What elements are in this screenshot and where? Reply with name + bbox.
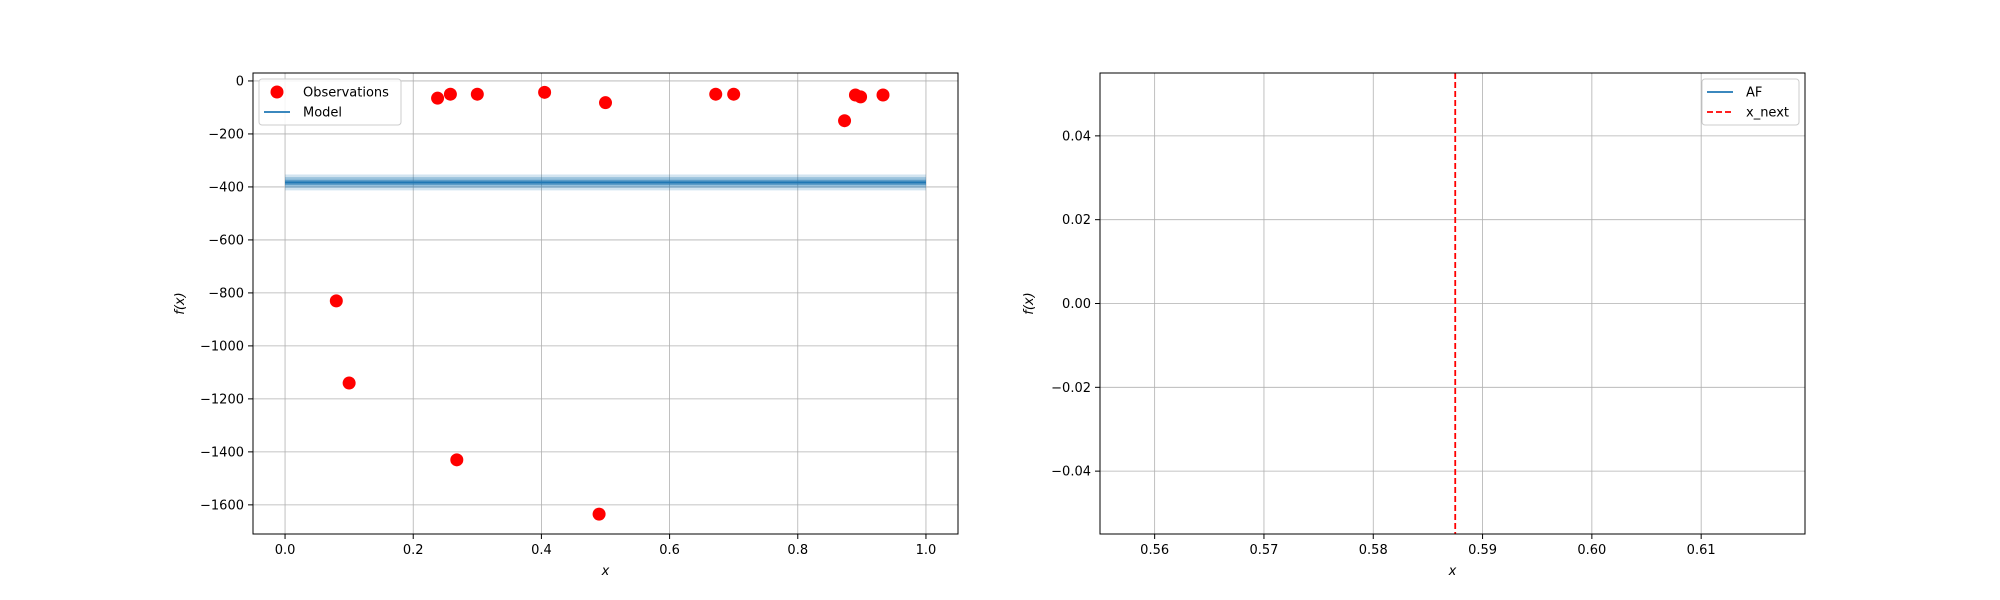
observation-point bbox=[342, 376, 356, 390]
legend-label: AF bbox=[1746, 86, 1762, 101]
observation-point bbox=[329, 294, 343, 308]
y-tick-label: 0.02 bbox=[1062, 213, 1091, 228]
y-tick-label: −1600 bbox=[200, 498, 244, 513]
chart-2: 0.56 0.57 0.58 0.59 0.60 0.61 0.04 0.02 0.00 −0.0… bbox=[1022, 72, 1806, 579]
y-tick-label: −600 bbox=[208, 233, 244, 248]
x-tick-label: 0.57 bbox=[1249, 543, 1278, 558]
grid-lines bbox=[253, 73, 958, 534]
x-tick-label: 0.2 bbox=[403, 543, 424, 558]
grid-lines bbox=[1100, 73, 1805, 534]
x-tick-label: 1.0 bbox=[916, 543, 937, 558]
axes-frame bbox=[252, 72, 959, 535]
x-tick-label: 0.60 bbox=[1577, 543, 1606, 558]
y-tick-label: −0.04 bbox=[1051, 465, 1091, 480]
plot-area bbox=[285, 85, 926, 521]
x-tick-label: 0.58 bbox=[1359, 543, 1388, 558]
y-tick-label: −1200 bbox=[200, 392, 244, 407]
observation-point bbox=[443, 87, 457, 101]
x-tick-label: 0.8 bbox=[787, 543, 808, 558]
legend-marker-observations bbox=[270, 85, 284, 99]
observation-point bbox=[727, 87, 741, 101]
y-tick-label: −1400 bbox=[200, 445, 244, 460]
x-tick-label: 0.4 bbox=[531, 543, 552, 558]
observation-point bbox=[709, 87, 723, 101]
observation-point bbox=[450, 453, 464, 467]
observation-point bbox=[592, 507, 606, 521]
y-tick-label: 0 bbox=[236, 74, 244, 89]
observation-point bbox=[538, 85, 552, 99]
legend: AF x_next bbox=[1701, 78, 1800, 126]
y-tick-label: 0.04 bbox=[1062, 129, 1091, 144]
x-tick-label: 0.6 bbox=[659, 543, 680, 558]
x-tick-label: 0.61 bbox=[1687, 543, 1716, 558]
observation-point bbox=[854, 90, 868, 104]
observation-point bbox=[470, 87, 484, 101]
x-axis-label: x bbox=[601, 564, 610, 579]
observation-point bbox=[838, 114, 852, 128]
x-tick-label: 0.56 bbox=[1140, 543, 1169, 558]
y-axis-label: f(x) bbox=[173, 292, 188, 314]
chart-1: 0.0 0.2 0.4 0.6 0.8 1.0 0 −200 −400 −600 −800 −1000… bbox=[173, 72, 959, 579]
y-axis-label: f(x) bbox=[1022, 292, 1037, 314]
legend-box bbox=[258, 78, 402, 126]
legend-label: Observations bbox=[303, 86, 389, 101]
x-tick-label: 0.0 bbox=[275, 543, 296, 558]
legend: Observations Model bbox=[258, 78, 402, 126]
legend-label: x_next bbox=[1746, 106, 1789, 121]
y-tick-label: −200 bbox=[208, 127, 244, 142]
y-tick-label: 0.00 bbox=[1062, 297, 1091, 312]
y-tick-label: −0.02 bbox=[1051, 381, 1091, 396]
observation-point bbox=[431, 91, 445, 105]
observation-point bbox=[876, 88, 890, 102]
x-axis-label: x bbox=[1448, 564, 1457, 579]
y-tick-label: −800 bbox=[208, 286, 244, 301]
y-tick-label: −400 bbox=[208, 180, 244, 195]
x-tick-label: 0.59 bbox=[1468, 543, 1497, 558]
observation-point bbox=[599, 96, 612, 110]
y-tick-label: −1000 bbox=[200, 339, 244, 354]
legend-label: Model bbox=[303, 106, 342, 121]
legend-box bbox=[1701, 78, 1800, 126]
